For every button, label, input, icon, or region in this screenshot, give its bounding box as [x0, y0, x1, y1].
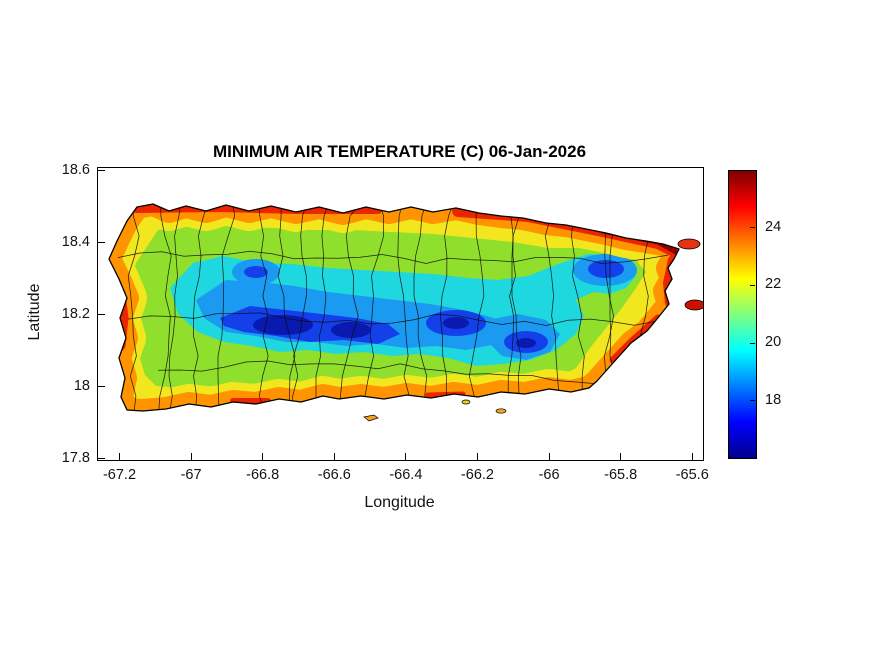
x-tick-label: -66.4: [389, 467, 423, 483]
x-tick-mark: [405, 453, 407, 460]
x-tick-mark: [476, 453, 478, 460]
y-axis-label: Latitude: [26, 283, 43, 341]
y-tick-mark: [98, 242, 105, 244]
x-tick-label: -66.2: [460, 467, 494, 483]
x-tick-label: -67: [180, 467, 202, 483]
municipality-boundary-line: [152, 205, 172, 411]
municipality-boundaries: [117, 204, 679, 411]
y-tick-label: 18.4: [61, 233, 90, 250]
y-tick-mark: [98, 458, 105, 460]
municipality-boundary-line: [258, 204, 269, 411]
x-tick-mark: [118, 453, 120, 460]
colorbar-tick-label: 22: [765, 276, 782, 293]
x-tick-mark: [333, 453, 335, 460]
x-tick-mark: [620, 453, 622, 460]
contour-navy: [331, 322, 371, 338]
municipality-boundary-line: [315, 206, 328, 411]
municipality-boundary-line: [157, 360, 599, 385]
colorbar: 18 20 22 24: [728, 170, 803, 459]
municipality-boundary-line: [127, 312, 657, 326]
municipality-boundary-line: [413, 204, 428, 411]
municipality-boundary-line: [340, 211, 359, 411]
islet-caja-de-muertos: [363, 414, 379, 422]
colorbar-tick-label: 24: [765, 218, 782, 235]
colorbar-tick-mark: [750, 400, 755, 402]
y-tick-label: 18.2: [61, 305, 90, 322]
islet-south: [495, 408, 507, 414]
y-tick-label: 18: [73, 377, 90, 394]
contour-navy: [443, 317, 469, 329]
municipality-boundary-line: [193, 204, 209, 411]
colorbar-tick-mark: [750, 284, 755, 286]
islet-vieques-edge: [684, 299, 703, 311]
plot-title: MINIMUM AIR TEMPERATURE (C) 06-Jan-2026: [212, 142, 587, 161]
contour-blue: [244, 266, 268, 278]
y-tick-label: 18.6: [61, 161, 90, 178]
colorbar-tick-label: 18: [765, 391, 782, 408]
y-tick-mark: [98, 386, 105, 388]
x-tick-mark: [691, 453, 693, 460]
y-tick-label: 17.8: [61, 449, 90, 466]
islet-culebra: [677, 238, 701, 250]
municipality-boundary-line: [667, 204, 679, 411]
contour-navy: [516, 338, 536, 348]
colorbar-gradient: [728, 170, 757, 459]
islet-south: [461, 399, 471, 405]
x-tick-mark: [262, 453, 264, 460]
colorbar-tick-mark: [750, 227, 755, 229]
x-tick-label: -67.2: [102, 467, 137, 483]
x-tick-label: -65.6: [675, 467, 709, 483]
y-tick-mark: [98, 170, 105, 172]
x-tick-mark: [190, 453, 192, 460]
plot-area: -67.2 -67 -66.8 -66.6 -66.4 -66.2 -66 -65.8 -65.…: [62, 162, 709, 483]
x-axis-label: Longitude: [364, 494, 435, 511]
municipality-boundary-line: [217, 204, 236, 411]
municipality-boundary-line: [127, 204, 140, 411]
colorbar-tick-label: 20: [765, 334, 782, 351]
municipality-boundary-line: [117, 250, 669, 264]
municipality-boundary-line: [277, 204, 296, 411]
x-tick-label: -66.8: [246, 467, 280, 483]
x-tick-label: -66.6: [317, 467, 351, 483]
puerto-rico-temperature-map: [108, 203, 703, 422]
colorbar-tick-mark: [750, 342, 755, 344]
x-tick-label: -65.8: [604, 467, 638, 483]
x-tick-mark: [548, 453, 550, 460]
municipality-boundary-line: [291, 204, 309, 411]
municipality-boundary-line: [168, 204, 182, 411]
x-tick-label: -66: [538, 467, 560, 483]
y-tick-mark: [98, 314, 105, 316]
